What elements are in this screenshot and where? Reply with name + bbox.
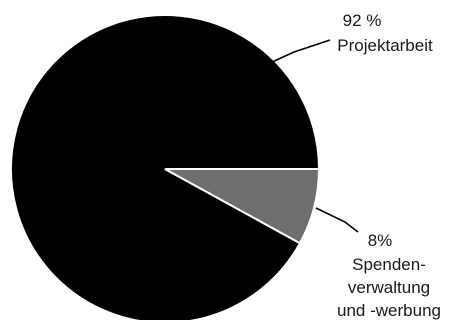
slice-name-label-projektarbeit: Projektarbeit bbox=[337, 36, 433, 55]
slice-value-label-spendenverwaltung: 8% bbox=[368, 231, 393, 250]
leader-line-spendenverwaltung bbox=[315, 207, 359, 233]
slice-name-label-spendenverwaltung-line1: Spenden- bbox=[352, 255, 426, 274]
slice-name-label-spendenverwaltung-line2: verwaltung bbox=[348, 278, 430, 297]
leader-line-projektarbeit bbox=[269, 39, 331, 64]
pie-slices bbox=[10, 14, 321, 320]
slice-projektarbeit bbox=[10, 14, 321, 320]
slice-spendenverwaltung bbox=[164, 168, 321, 245]
slice-value-label-projektarbeit: 92 % bbox=[343, 11, 382, 30]
slice-name-label-spendenverwaltung-line3: und -werbung bbox=[337, 301, 441, 320]
